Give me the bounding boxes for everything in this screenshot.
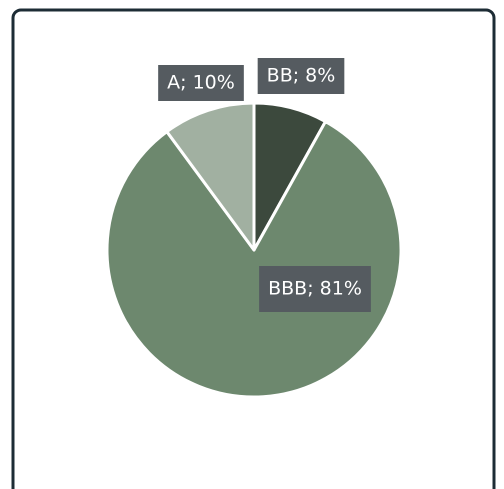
data-label: BBB; 81% [259, 266, 371, 312]
labels: BB; 8% BBB; 81% A; 10% [158, 58, 371, 312]
label-text: A; 10% [167, 72, 235, 94]
label-box [259, 266, 371, 312]
pie-slice [165, 101, 256, 252]
pie-slice [105, 120, 403, 399]
pie [105, 101, 403, 399]
label-text: BBB; 81% [268, 278, 362, 300]
data-label: BB; 8% [257, 58, 345, 94]
label-text: BB; 8% [267, 65, 336, 87]
data-label: A; 10% [158, 65, 244, 101]
label-box [158, 65, 244, 101]
label-box [257, 58, 345, 94]
